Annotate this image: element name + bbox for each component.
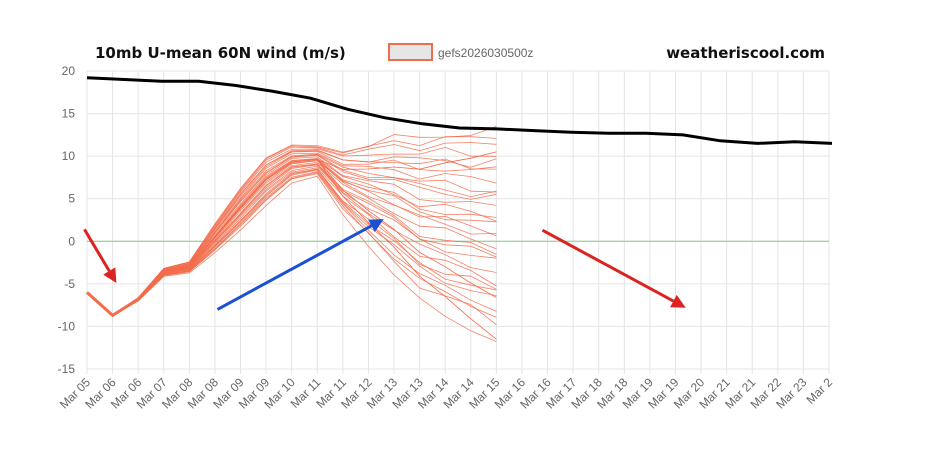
ensemble-member-line	[86, 136, 497, 316]
ensemble-series	[85, 126, 497, 342]
x-tick-label: Mar 2	[804, 375, 836, 407]
brand-label: weatheriscool.com	[666, 44, 825, 62]
y-tick-label: 0	[68, 234, 75, 248]
y-tick-label: 10	[62, 149, 76, 163]
annotation-arrow-shaft	[541, 228, 675, 303]
y-tick-label: 20	[62, 64, 76, 78]
annotation-arrow-head	[103, 267, 117, 283]
ensemble-member-line	[86, 175, 497, 342]
y-tick-label: -15	[58, 362, 76, 376]
annotation-arrow-shaft	[216, 224, 373, 311]
annotation-arrow-head	[670, 294, 686, 308]
legend-swatch[interactable]	[388, 43, 433, 61]
legend[interactable]: gefs2026030500z	[388, 43, 533, 61]
y-tick-label: -5	[64, 277, 75, 291]
y-axis: 20 15 10 5 0 -5 -10 -15	[58, 64, 76, 376]
legend-label[interactable]: gefs2026030500z	[438, 46, 533, 60]
annotation-arrow-head	[368, 219, 384, 232]
ensemble-member-line	[86, 168, 497, 316]
climatology-series	[86, 76, 833, 145]
chart-title: 10mb U-mean 60N wind (m/s)	[95, 44, 346, 62]
annotation-arrow-shaft	[83, 228, 111, 272]
y-tick-label: 15	[62, 107, 76, 121]
y-tick-label: 5	[68, 192, 75, 206]
grid	[86, 70, 830, 374]
annotation-arrows	[83, 219, 686, 311]
y-tick-label: -10	[58, 319, 76, 333]
ensemble-mean-line	[85, 265, 190, 318]
climatology-line	[86, 76, 833, 145]
